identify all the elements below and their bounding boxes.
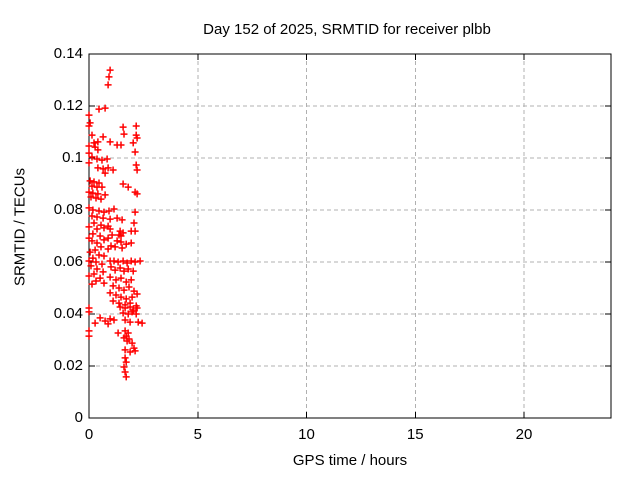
chart-title: Day 152 of 2025, SRMTID for receiver plb… [203, 21, 491, 38]
y-tick-label: 0.04 [53, 305, 83, 322]
plot-border [88, 53, 612, 419]
y-tick-label: 0.08 [53, 201, 83, 218]
x-tick-label: 5 [193, 426, 202, 443]
x-tick-label: 15 [406, 426, 424, 443]
y-tick-label: 0.06 [53, 253, 83, 270]
x-tick-label: 20 [515, 426, 533, 443]
x-tick-label: 0 [84, 426, 94, 443]
axis-ticks [88, 53, 611, 419]
x-axis-label: GPS time / hours [292, 452, 408, 469]
y-tick-label: 0.1 [62, 149, 83, 166]
y-tick-label: 0.02 [53, 357, 83, 374]
y-tick-label: 0.14 [53, 45, 83, 62]
x-tick-label: 10 [298, 426, 315, 443]
gridlines [89, 54, 611, 418]
y-tick-label: 0.12 [53, 97, 83, 114]
y-tick-label: 0 [74, 409, 83, 426]
scatter-markers [85, 66, 146, 381]
